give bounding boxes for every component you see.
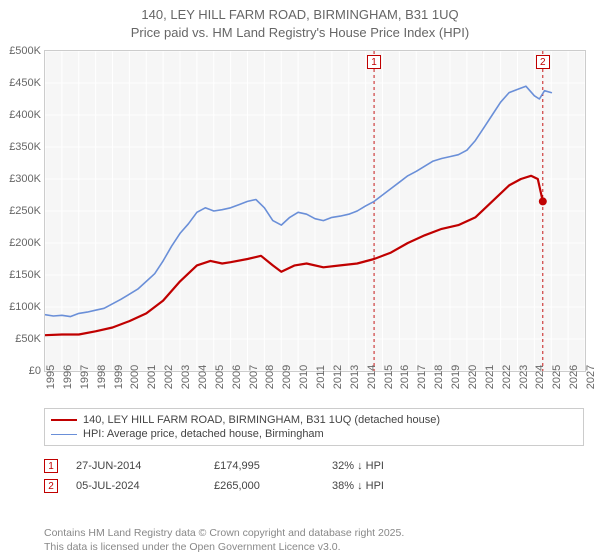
x-axis-tick: 2011 <box>315 365 327 389</box>
x-axis-tick: 2006 <box>231 365 243 389</box>
x-axis-tick: 1998 <box>96 365 108 389</box>
footer-line-1: Contains HM Land Registry data © Crown c… <box>44 526 404 540</box>
x-axis-tick: 2014 <box>366 365 378 389</box>
x-axis-tick: 2008 <box>264 365 276 389</box>
y-axis-tick: £250K <box>9 205 41 217</box>
x-axis-tick: 2004 <box>197 365 209 389</box>
x-axis-tick: 2007 <box>248 365 260 389</box>
y-axis-tick: £100K <box>9 301 41 313</box>
transaction-date-2: 05-JUL-2024 <box>76 480 196 492</box>
x-axis-tick: 1995 <box>45 365 57 389</box>
legend-label-1: 140, LEY HILL FARM ROAD, BIRMINGHAM, B31… <box>83 414 440 426</box>
x-axis-tick: 2024 <box>534 365 546 389</box>
y-axis-tick: £150K <box>9 269 41 281</box>
x-axis-tick: 2015 <box>383 365 395 389</box>
x-axis-tick: 2019 <box>450 365 462 389</box>
footer-attribution: Contains HM Land Registry data © Crown c… <box>44 526 404 554</box>
x-axis-tick: 1996 <box>62 365 74 389</box>
y-axis-tick: £200K <box>9 237 41 249</box>
chart-marker-1: 1 <box>367 55 381 69</box>
footer-line-2: This data is licensed under the Open Gov… <box>44 540 404 554</box>
transaction-row-2: 2 05-JUL-2024 £265,000 38% ↓ HPI <box>44 476 584 496</box>
title-line-2: Price paid vs. HM Land Registry's House … <box>0 24 600 42</box>
legend-row-series-1: 140, LEY HILL FARM ROAD, BIRMINGHAM, B31… <box>51 413 577 427</box>
y-axis-tick: £500K <box>9 45 41 57</box>
legend-swatch-1 <box>51 419 77 421</box>
chart-marker-2: 2 <box>536 55 550 69</box>
x-axis-tick: 2025 <box>551 365 563 389</box>
y-axis-tick: £0 <box>29 365 41 377</box>
legend-swatch-2 <box>51 434 77 435</box>
below-chart-area: 140, LEY HILL FARM ROAD, BIRMINGHAM, B31… <box>44 408 584 496</box>
chart-plot-area: £0£50K£100K£150K£200K£250K£300K£350K£400… <box>44 50 586 372</box>
x-axis-tick: 2001 <box>146 365 158 389</box>
legend-box: 140, LEY HILL FARM ROAD, BIRMINGHAM, B31… <box>44 408 584 446</box>
x-axis-tick: 2026 <box>568 365 580 389</box>
y-axis-tick: £350K <box>9 141 41 153</box>
x-axis-tick: 2021 <box>484 365 496 389</box>
x-axis-tick: 2027 <box>585 365 597 389</box>
title-line-1: 140, LEY HILL FARM ROAD, BIRMINGHAM, B31… <box>0 6 600 24</box>
y-axis-tick: £300K <box>9 173 41 185</box>
x-axis-tick: 1997 <box>79 365 91 389</box>
chart-svg <box>45 51 585 371</box>
x-axis-tick: 2013 <box>349 365 361 389</box>
x-axis-tick: 2005 <box>214 365 226 389</box>
transactions-table: 1 27-JUN-2014 £174,995 32% ↓ HPI 2 05-JU… <box>44 456 584 496</box>
x-axis-tick: 2010 <box>298 365 310 389</box>
legend-row-series-2: HPI: Average price, detached house, Birm… <box>51 427 577 441</box>
legend-label-2: HPI: Average price, detached house, Birm… <box>83 428 324 440</box>
x-axis-tick: 2017 <box>416 365 428 389</box>
x-axis-tick: 2020 <box>467 365 479 389</box>
x-axis-tick: 2016 <box>399 365 411 389</box>
title-block: 140, LEY HILL FARM ROAD, BIRMINGHAM, B31… <box>0 0 600 41</box>
transaction-pct-1: 32% ↓ HPI <box>332 460 472 472</box>
transaction-pct-2: 38% ↓ HPI <box>332 480 472 492</box>
x-axis-tick: 2009 <box>281 365 293 389</box>
transaction-price-2: £265,000 <box>214 480 314 492</box>
transaction-marker-2: 2 <box>44 479 58 493</box>
transaction-date-1: 27-JUN-2014 <box>76 460 196 472</box>
x-axis-tick: 2012 <box>332 365 344 389</box>
transaction-row-1: 1 27-JUN-2014 £174,995 32% ↓ HPI <box>44 456 584 476</box>
y-axis-tick: £400K <box>9 109 41 121</box>
transaction-price-1: £174,995 <box>214 460 314 472</box>
x-axis-tick: 2002 <box>163 365 175 389</box>
x-axis-tick: 1999 <box>113 365 125 389</box>
x-axis-tick: 2000 <box>129 365 141 389</box>
y-axis-tick: £450K <box>9 77 41 89</box>
y-axis-tick: £50K <box>15 333 41 345</box>
x-axis-tick: 2018 <box>433 365 445 389</box>
x-axis-tick: 2023 <box>518 365 530 389</box>
x-axis-tick: 2003 <box>180 365 192 389</box>
x-axis-tick: 2022 <box>501 365 513 389</box>
transaction-marker-1: 1 <box>44 459 58 473</box>
chart-container: 140, LEY HILL FARM ROAD, BIRMINGHAM, B31… <box>0 0 600 560</box>
